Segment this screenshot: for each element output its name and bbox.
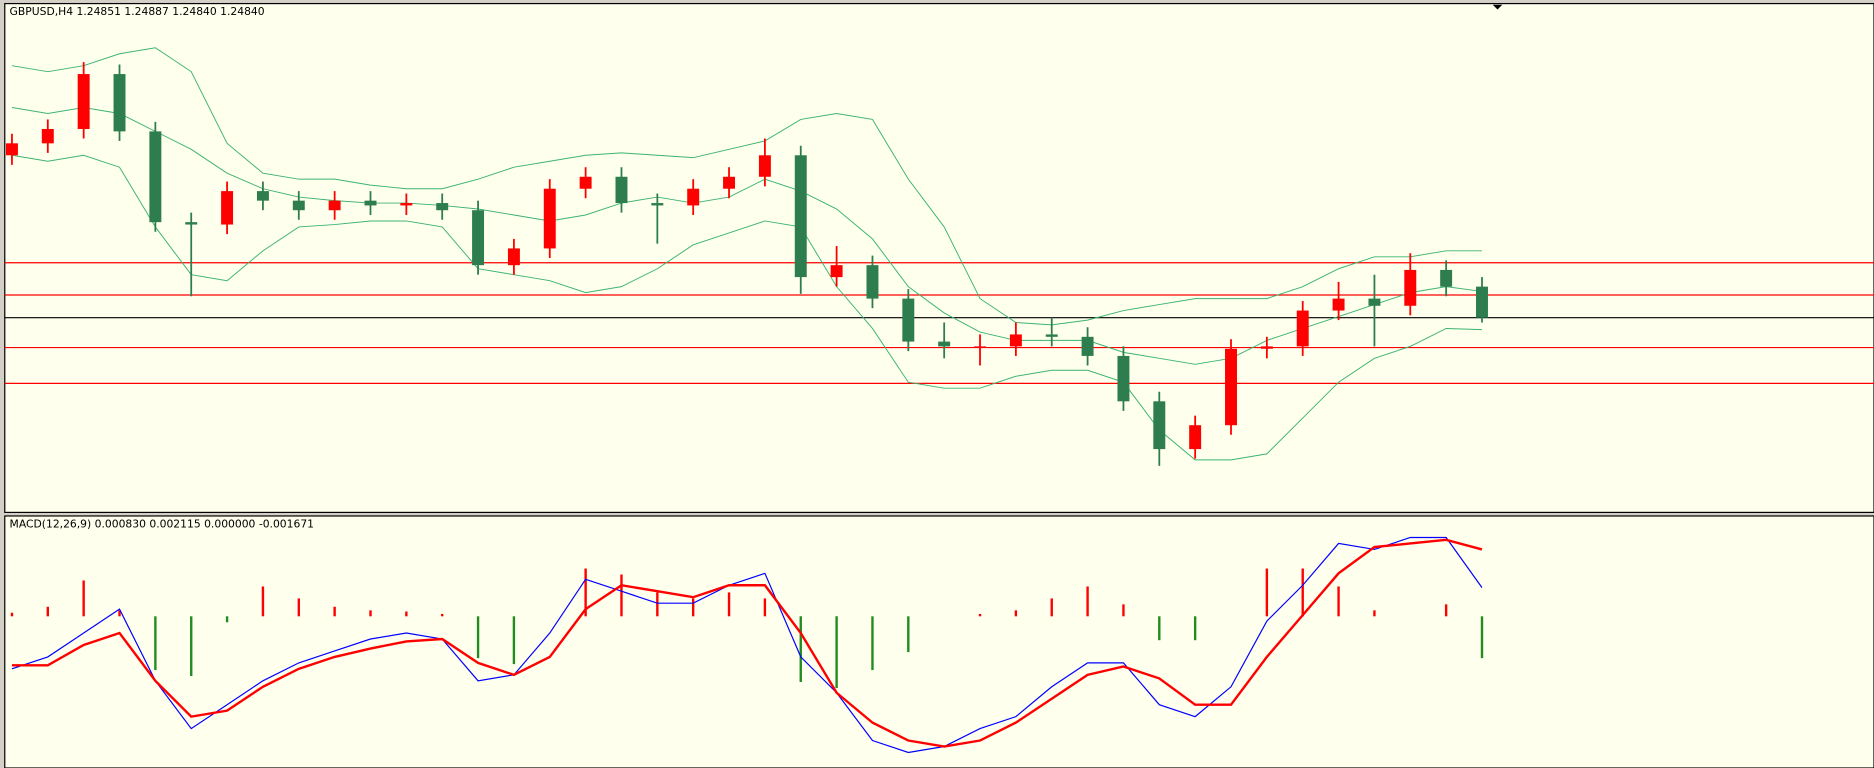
price-title: GBPUSD,H4 1.24851 1.24887 1.24840 1.2484… (10, 5, 265, 18)
candle-body (651, 203, 664, 206)
candle-body (974, 346, 987, 348)
candle-body (902, 298, 915, 342)
candle-body (400, 203, 413, 206)
candle-body (794, 155, 807, 278)
candle-body (543, 188, 556, 249)
candle-body (256, 191, 269, 201)
candle-body (615, 176, 628, 204)
signal-line (11, 538, 1483, 748)
candle-body (1153, 401, 1166, 450)
candle-body (436, 203, 449, 211)
candle-body (1117, 355, 1130, 402)
candle-body (185, 222, 198, 225)
candle-body (866, 265, 879, 299)
macd-line (11, 536, 1483, 754)
candle-body (1368, 298, 1381, 306)
macd-title: MACD(12,26,9) 0.000830 0.002115 0.000000… (10, 517, 314, 530)
candle-body (723, 176, 736, 189)
band-line (11, 47, 1482, 326)
candle-body (292, 200, 305, 211)
shift-marker (1492, 4, 1503, 10)
candle-body (758, 155, 771, 177)
candle-body (1045, 334, 1058, 337)
candle-body (1296, 310, 1309, 347)
candle-body (938, 341, 951, 347)
candle-body (113, 74, 126, 132)
candle-body (5, 143, 18, 156)
candle-body (149, 131, 162, 223)
candle-body (579, 176, 592, 189)
candle-body (221, 191, 234, 225)
candle-body (1189, 425, 1202, 450)
candle-body (1009, 334, 1022, 347)
band-line (11, 154, 1483, 461)
candle-body (1404, 269, 1417, 306)
candle-body (1081, 336, 1094, 356)
candle-body (687, 188, 700, 206)
candle-body (507, 248, 520, 266)
candle-body (1332, 298, 1345, 311)
candle-body (1440, 269, 1453, 287)
price-pane (4, 2, 1874, 513)
candle-body (1476, 286, 1488, 318)
candle-body (364, 200, 377, 206)
candle-body (41, 128, 54, 144)
candle-body (328, 200, 341, 211)
plot-layer (4, 47, 1874, 754)
candle-body (1260, 346, 1273, 349)
candle-body (830, 265, 843, 278)
candle-body (472, 210, 485, 266)
macd-pane (4, 515, 1874, 768)
candle-body (1225, 348, 1237, 426)
candle-body (77, 74, 90, 129)
